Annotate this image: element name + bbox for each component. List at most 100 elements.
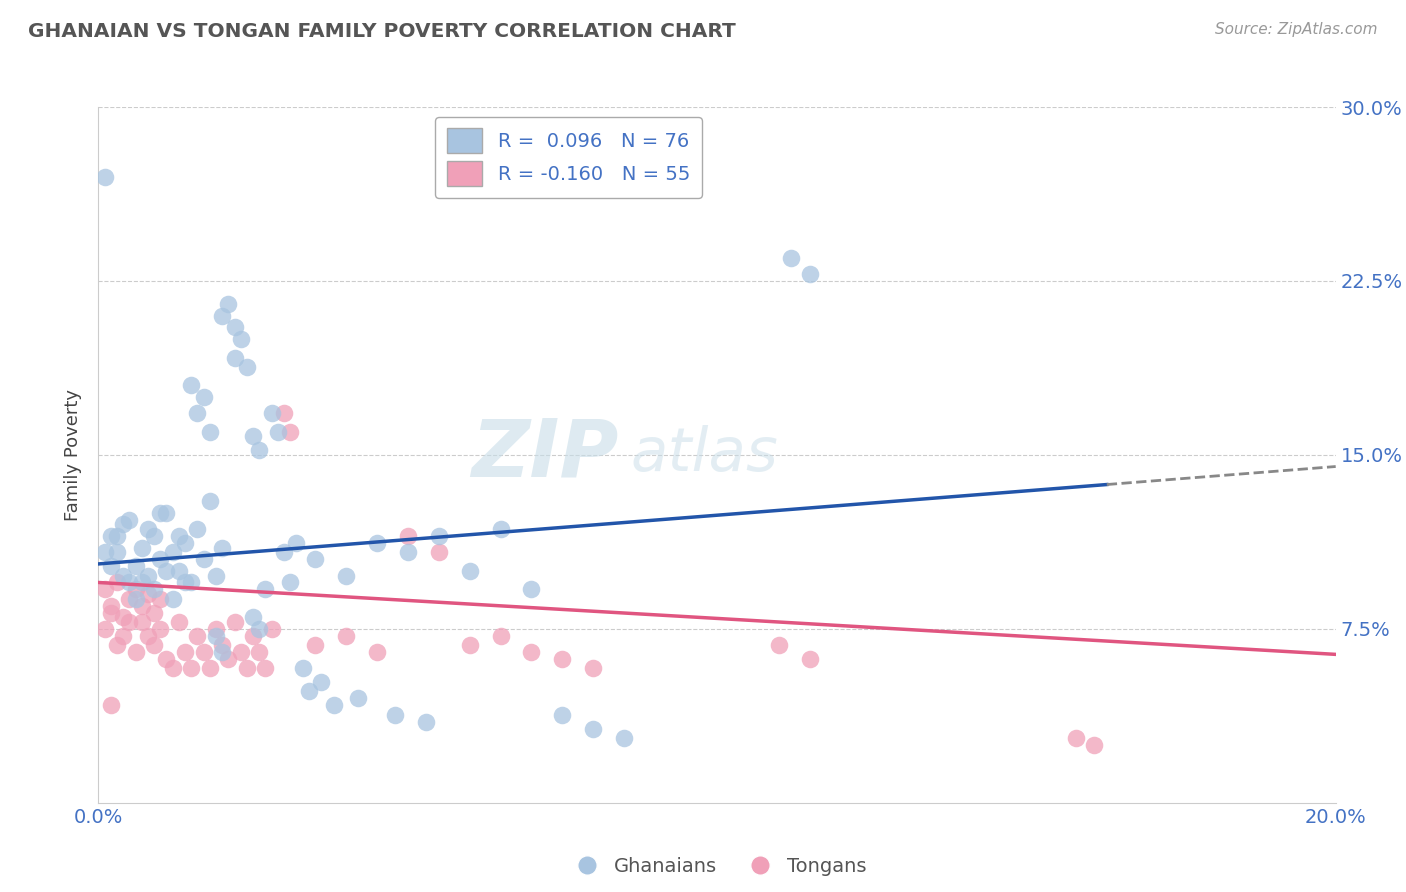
Point xyxy=(396,545,419,559)
Point xyxy=(105,529,128,543)
Point xyxy=(143,582,166,597)
Point xyxy=(112,517,135,532)
Y-axis label: Family Poverty: Family Poverty xyxy=(65,389,83,521)
Point xyxy=(149,506,172,520)
Point xyxy=(174,645,197,659)
Point xyxy=(217,652,239,666)
Point xyxy=(285,536,308,550)
Point xyxy=(247,443,270,458)
Point xyxy=(112,629,135,643)
Point xyxy=(131,615,153,629)
Point xyxy=(118,513,141,527)
Point xyxy=(131,541,153,555)
Point xyxy=(309,675,332,690)
Point xyxy=(260,622,283,636)
Point xyxy=(174,536,197,550)
Point xyxy=(186,406,208,420)
Point xyxy=(224,320,246,334)
Point xyxy=(267,425,290,439)
Point xyxy=(93,582,115,597)
Point xyxy=(205,629,228,643)
Point xyxy=(149,622,172,636)
Point xyxy=(427,529,450,543)
Point xyxy=(155,652,177,666)
Point xyxy=(520,645,543,659)
Point xyxy=(582,722,605,736)
Point xyxy=(155,506,177,520)
Point xyxy=(124,559,146,574)
Point xyxy=(211,309,233,323)
Point xyxy=(143,529,166,543)
Point xyxy=(458,564,481,578)
Point xyxy=(335,568,357,582)
Text: Source: ZipAtlas.com: Source: ZipAtlas.com xyxy=(1215,22,1378,37)
Point xyxy=(254,661,277,675)
Point xyxy=(93,169,115,184)
Point xyxy=(205,622,228,636)
Point xyxy=(211,541,233,555)
Point xyxy=(291,661,314,675)
Point xyxy=(242,429,264,443)
Point xyxy=(489,522,512,536)
Point xyxy=(100,606,122,620)
Point xyxy=(322,698,344,713)
Point xyxy=(780,251,803,265)
Point xyxy=(278,575,301,590)
Point xyxy=(211,638,233,652)
Point xyxy=(273,406,295,420)
Point xyxy=(155,564,177,578)
Point xyxy=(1064,731,1087,745)
Point xyxy=(304,638,326,652)
Point xyxy=(93,545,115,559)
Point xyxy=(551,707,574,722)
Point xyxy=(582,661,605,675)
Point xyxy=(217,297,239,311)
Point xyxy=(112,568,135,582)
Point xyxy=(489,629,512,643)
Point xyxy=(100,599,122,613)
Point xyxy=(131,575,153,590)
Point xyxy=(1083,738,1105,752)
Point xyxy=(458,638,481,652)
Point xyxy=(551,652,574,666)
Point xyxy=(236,661,259,675)
Point xyxy=(273,545,295,559)
Point xyxy=(118,615,141,629)
Point xyxy=(167,615,190,629)
Point xyxy=(124,645,146,659)
Point xyxy=(105,575,128,590)
Point xyxy=(136,522,159,536)
Point xyxy=(415,714,437,729)
Point xyxy=(136,587,159,601)
Point xyxy=(105,638,128,652)
Point xyxy=(198,661,221,675)
Point xyxy=(118,591,141,606)
Point xyxy=(211,645,233,659)
Point xyxy=(180,378,202,392)
Point xyxy=(193,552,215,566)
Point xyxy=(247,645,270,659)
Point xyxy=(799,267,821,281)
Point xyxy=(254,582,277,597)
Point xyxy=(229,645,252,659)
Point xyxy=(174,575,197,590)
Point xyxy=(347,691,370,706)
Point xyxy=(118,575,141,590)
Point xyxy=(229,332,252,346)
Point xyxy=(131,599,153,613)
Point xyxy=(162,661,184,675)
Point xyxy=(105,545,128,559)
Point xyxy=(180,575,202,590)
Point xyxy=(149,591,172,606)
Point xyxy=(396,529,419,543)
Text: ZIP: ZIP xyxy=(471,416,619,494)
Point xyxy=(186,629,208,643)
Point xyxy=(93,622,115,636)
Point xyxy=(162,545,184,559)
Text: GHANAIAN VS TONGAN FAMILY POVERTY CORRELATION CHART: GHANAIAN VS TONGAN FAMILY POVERTY CORREL… xyxy=(28,22,735,41)
Text: atlas: atlas xyxy=(630,425,779,484)
Point xyxy=(520,582,543,597)
Point xyxy=(224,351,246,365)
Point xyxy=(149,552,172,566)
Point xyxy=(100,698,122,713)
